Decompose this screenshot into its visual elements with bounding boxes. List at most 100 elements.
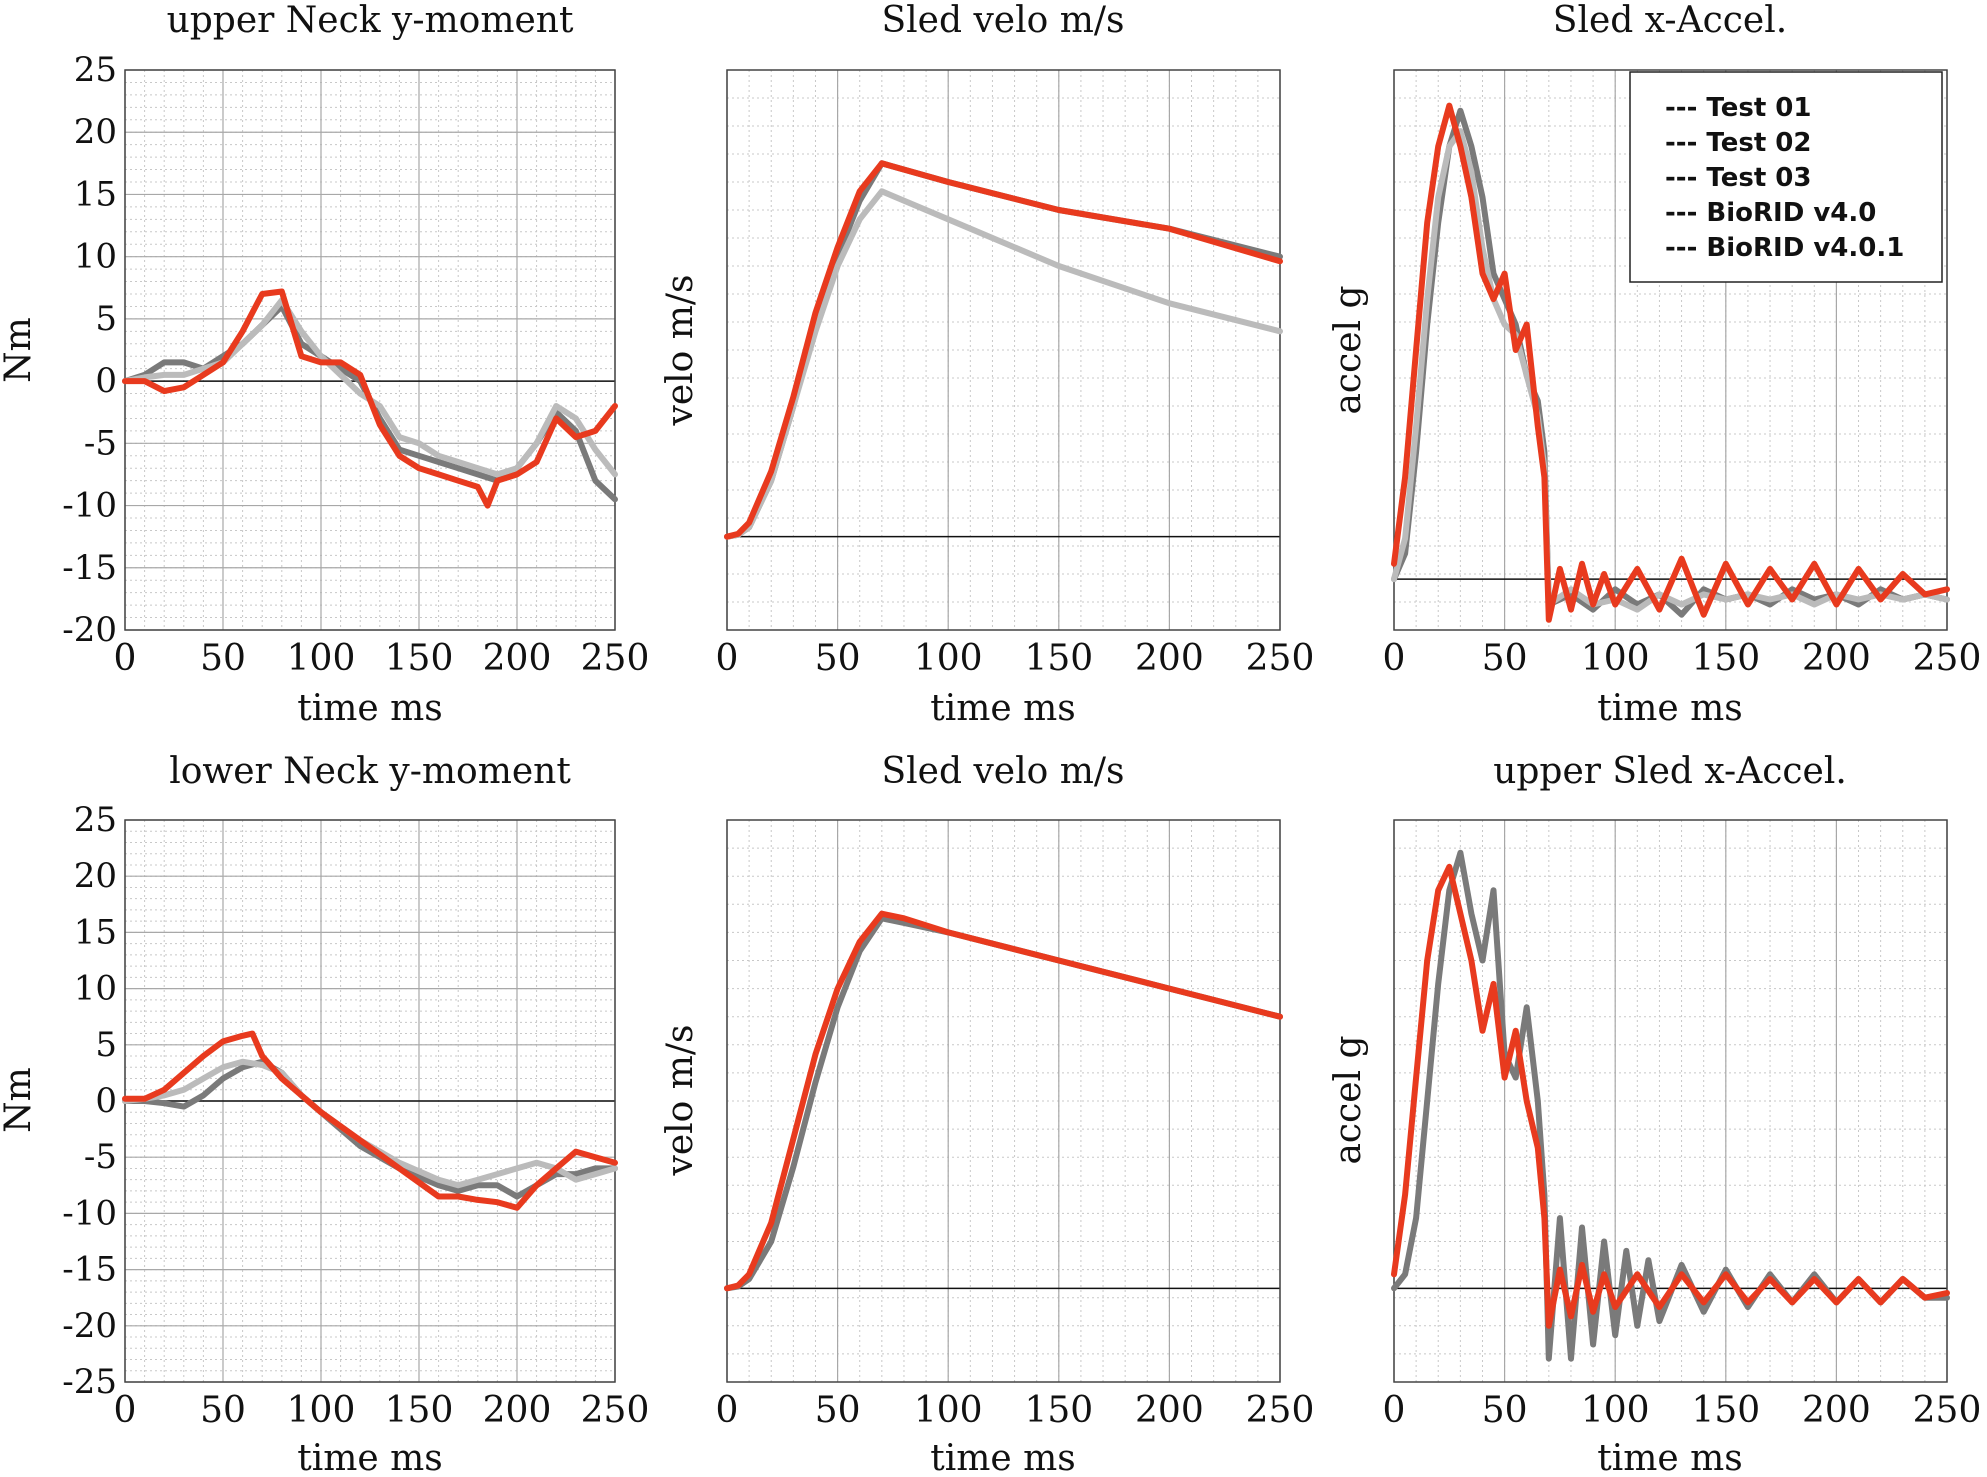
x-tick-label: 200 (1135, 1390, 1204, 1431)
x-tick-label: 100 (1581, 1390, 1650, 1431)
x-tick-label: 0 (114, 638, 137, 679)
legend-entry-test-02: --- Test 02 (1665, 128, 1811, 158)
y-tick-label: 20 (74, 112, 117, 152)
y-tick-label: 0 (95, 361, 117, 401)
x-tick-label: 0 (716, 1390, 739, 1431)
x-tick-label: 200 (1802, 1390, 1871, 1431)
x-tick-label: 150 (1691, 1390, 1760, 1431)
y-tick-label: 0 (95, 1081, 117, 1121)
panel-lower-neck-y-moment: lower Neck y-moment Nm time ms 0 50 100 150… (0, 751, 649, 1477)
x-tick-label: 50 (815, 1390, 861, 1431)
legend-entry-biorid-v4-0-1: --- BioRID v4.0.1 (1665, 233, 1904, 263)
panel-title: Sled velo m/s (882, 751, 1125, 792)
y-tick-label: -20 (62, 610, 117, 650)
x-tick-label: 0 (1383, 1390, 1406, 1431)
x-tick-label: 100 (1581, 638, 1650, 679)
x-tick-label: 150 (385, 1390, 454, 1431)
x-tick-label: 200 (1135, 638, 1204, 679)
y-axis-label: accel g (1328, 285, 1369, 414)
y-axis-label: Nm (0, 317, 39, 383)
y-tick-label: 10 (74, 969, 117, 1009)
series-line-test-02 (724, 915, 1283, 1292)
panel-upper-sled-x-accel: upper Sled x-Accel. accel g time ms 0 50 1… (1328, 751, 1981, 1477)
plot-frame (1393, 69, 1948, 631)
x-tick-label: 50 (1482, 638, 1528, 679)
legend: --- Test 01 --- Test 02 --- Test 03 --- … (1629, 71, 1943, 283)
x-axis-label: time ms (297, 1438, 442, 1477)
x-axis-label: time ms (1597, 1438, 1742, 1477)
panel-title: Sled velo m/s (882, 0, 1125, 41)
x-tick-label: 0 (114, 1390, 137, 1431)
plot-frame (726, 819, 1281, 1383)
plot-frame (726, 69, 1281, 631)
panel-sled-velo-top: Sled velo m/s velo m/s time ms 0 50 100 150… (660, 0, 1314, 729)
y-tick-label: 20 (74, 856, 117, 896)
y-axis-label: velo m/s (660, 274, 701, 426)
x-tick-label: 250 (1246, 638, 1315, 679)
legend-entry-test-01: --- Test 01 (1665, 93, 1811, 123)
x-tick-label: 50 (1482, 1390, 1528, 1431)
x-tick-label: 200 (1802, 638, 1871, 679)
panel-upper-neck-y-moment: upper Neck y-moment Nm time ms 0 50 100 150… (0, 0, 649, 729)
y-tick-label: 5 (95, 299, 117, 339)
panel-title: upper Neck y-moment (167, 0, 574, 41)
series-line-biorid-v4-0-1 (724, 160, 1283, 540)
plot-frame (124, 69, 616, 631)
x-tick-label: 0 (716, 638, 739, 679)
y-tick-label: -25 (62, 1362, 117, 1402)
x-tick-label: 250 (581, 1390, 650, 1431)
y-tick-label: -5 (84, 1137, 117, 1177)
x-tick-label: 250 (1246, 1390, 1315, 1431)
y-axis-label: velo m/s (660, 1024, 701, 1176)
x-axis-label: time ms (930, 1438, 1075, 1477)
x-tick-label: 250 (1913, 638, 1982, 679)
y-tick-label: -5 (84, 423, 117, 463)
x-axis-label: time ms (930, 688, 1075, 729)
x-tick-label: 250 (581, 638, 650, 679)
x-tick-label: 200 (483, 1390, 552, 1431)
y-tick-label: -10 (62, 1193, 117, 1233)
y-tick-label: -15 (62, 1250, 117, 1290)
series-line-test-03 (724, 188, 1283, 540)
series-line-biorid-v4-0-1 (1391, 863, 1950, 1329)
series-line-biorid-v4-0-1 (1391, 102, 1950, 623)
x-tick-label: 200 (483, 638, 552, 679)
y-tick-label: -10 (62, 486, 117, 526)
y-tick-label: 25 (74, 50, 117, 90)
x-axis-label: time ms (297, 688, 442, 729)
series-line-biorid-v4-0-1 (122, 288, 618, 509)
x-tick-label: 100 (287, 638, 356, 679)
x-tick-label: 0 (1383, 638, 1406, 679)
x-tick-label: 100 (287, 1390, 356, 1431)
y-axis-label: Nm (0, 1067, 39, 1133)
x-tick-label: 150 (1691, 638, 1760, 679)
legend-entry-test-03: --- Test 03 (1665, 163, 1811, 193)
panel-title: upper Sled x-Accel. (1493, 751, 1847, 792)
y-tick-label: -15 (62, 548, 117, 588)
panel-title: lower Neck y-moment (169, 751, 571, 792)
y-tick-label: -20 (62, 1306, 117, 1346)
plot-frame (1393, 819, 1948, 1383)
series-line-biorid-v4-0-1 (724, 910, 1283, 1292)
x-tick-label: 150 (1024, 1390, 1093, 1431)
series-line-biorid-v4-0-1 (122, 1030, 618, 1211)
x-tick-label: 150 (385, 638, 454, 679)
x-tick-label: 100 (914, 1390, 983, 1431)
x-tick-label: 150 (1024, 638, 1093, 679)
y-tick-label: 15 (74, 174, 117, 214)
y-tick-label: 25 (74, 800, 117, 840)
y-axis-label: accel g (1328, 1035, 1369, 1164)
y-tick-label: 15 (74, 912, 117, 952)
x-tick-label: 50 (815, 638, 861, 679)
x-axis-label: time ms (1597, 688, 1742, 729)
panel-sled-x-accel: Sled x-Accel. accel g time ms 0 50 100 150 2… (1328, 0, 1981, 729)
legend-entry-biorid-v4-0: --- BioRID v4.0 (1665, 198, 1876, 228)
panel-sled-velo-bottom: Sled velo m/s velo m/s time ms 0 50 100 150… (660, 751, 1314, 1477)
legend-box (1629, 71, 1943, 283)
x-tick-label: 250 (1913, 1390, 1982, 1431)
y-tick-label: 5 (95, 1025, 117, 1065)
x-tick-label: 50 (200, 1390, 246, 1431)
y-tick-label: 10 (74, 237, 117, 277)
series-line-test-03 (1391, 128, 1950, 613)
